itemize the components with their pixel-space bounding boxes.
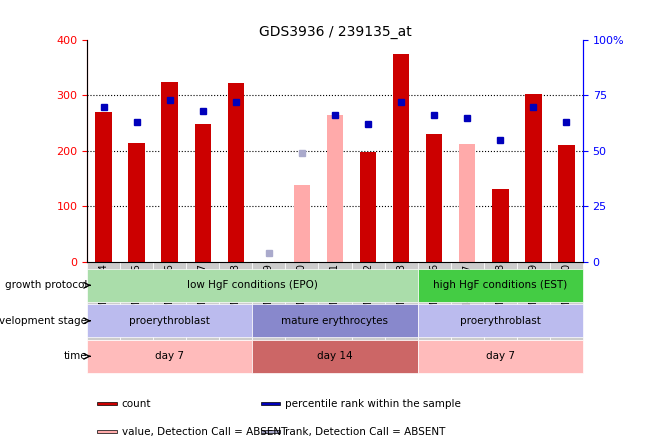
- Bar: [417, 269, 583, 302]
- Text: high HgF conditions (EST): high HgF conditions (EST): [433, 280, 567, 290]
- Bar: [95, 112, 112, 262]
- Bar: [87, 269, 417, 302]
- Bar: [87, 304, 253, 337]
- Text: day 7: day 7: [486, 351, 515, 361]
- Bar: [558, 146, 575, 262]
- Bar: [219, 262, 253, 340]
- Bar: [517, 262, 550, 340]
- Bar: [186, 262, 219, 340]
- Text: day 7: day 7: [155, 351, 184, 361]
- Bar: [97, 430, 117, 433]
- Bar: [417, 340, 583, 373]
- Text: percentile rank within the sample: percentile rank within the sample: [285, 399, 461, 408]
- Text: value, Detection Call = ABSENT: value, Detection Call = ABSENT: [122, 427, 287, 436]
- Bar: [426, 134, 442, 262]
- Bar: [87, 262, 120, 340]
- Text: development stage: development stage: [0, 316, 87, 326]
- Bar: [87, 340, 253, 373]
- Bar: [417, 262, 451, 340]
- Bar: [120, 262, 153, 340]
- Text: time: time: [64, 351, 87, 361]
- Text: proerythroblast: proerythroblast: [460, 316, 541, 326]
- Bar: [484, 262, 517, 340]
- Bar: [525, 95, 541, 262]
- Bar: [285, 262, 318, 340]
- Bar: [153, 262, 186, 340]
- Bar: [360, 152, 377, 262]
- Bar: [129, 143, 145, 262]
- Bar: [393, 54, 409, 262]
- Bar: [451, 262, 484, 340]
- Text: mature erythrocytes: mature erythrocytes: [281, 316, 389, 326]
- Bar: [293, 186, 310, 262]
- Bar: [459, 144, 476, 262]
- Bar: [261, 402, 281, 405]
- Bar: [253, 304, 417, 337]
- Text: low HgF conditions (EPO): low HgF conditions (EPO): [187, 280, 318, 290]
- Text: proerythroblast: proerythroblast: [129, 316, 210, 326]
- Bar: [97, 402, 117, 405]
- Bar: [385, 262, 417, 340]
- Bar: [228, 83, 244, 262]
- Bar: [194, 124, 211, 262]
- Text: growth protocol: growth protocol: [5, 280, 87, 290]
- Title: GDS3936 / 239135_at: GDS3936 / 239135_at: [259, 25, 411, 39]
- Bar: [352, 262, 385, 340]
- Text: rank, Detection Call = ABSENT: rank, Detection Call = ABSENT: [285, 427, 446, 436]
- Bar: [261, 430, 281, 433]
- Bar: [253, 340, 417, 373]
- Bar: [417, 304, 583, 337]
- Bar: [161, 82, 178, 262]
- Bar: [327, 115, 343, 262]
- Text: count: count: [122, 399, 151, 408]
- Text: day 14: day 14: [317, 351, 353, 361]
- Bar: [550, 262, 583, 340]
- Bar: [253, 262, 285, 340]
- Bar: [318, 262, 352, 340]
- Bar: [492, 189, 509, 262]
